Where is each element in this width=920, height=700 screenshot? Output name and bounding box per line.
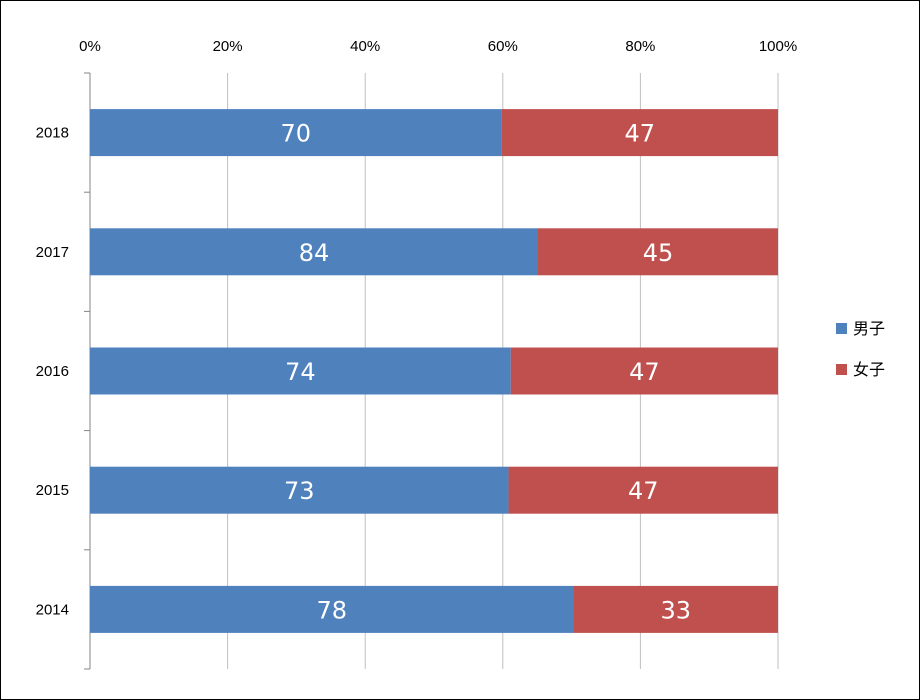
category-label: 2016 xyxy=(36,363,69,380)
data-label: 70 xyxy=(281,120,312,148)
bar-segment xyxy=(508,466,778,514)
data-label: 45 xyxy=(643,239,674,267)
bar-segment xyxy=(90,585,574,633)
x-axis-tick-labels: 0% 20% 40% 60% 80% 100% xyxy=(79,38,797,55)
x-tick-label: 100% xyxy=(759,38,797,55)
data-label: 33 xyxy=(660,596,691,624)
data-label: 47 xyxy=(628,477,659,505)
category-label: 2014 xyxy=(36,601,69,618)
legend-label: 男子 xyxy=(853,319,885,338)
data-label: 47 xyxy=(629,358,660,386)
x-tick-label: 40% xyxy=(350,38,380,55)
x-tick-label: 0% xyxy=(79,38,101,55)
bar-segment xyxy=(90,228,538,276)
data-label: 78 xyxy=(316,596,347,624)
data-labels: 70 47 84 45 74 47 73 47 78 33 xyxy=(281,120,691,625)
data-label: 74 xyxy=(285,358,316,386)
y-axis xyxy=(84,72,91,670)
legend-swatch xyxy=(836,323,847,334)
bar-segment xyxy=(573,585,778,633)
x-tick-label: 20% xyxy=(213,38,243,55)
bars xyxy=(90,109,778,633)
bar-segment xyxy=(90,466,509,514)
category-label: 2018 xyxy=(36,125,69,142)
bar-segment xyxy=(501,109,778,157)
x-tick-label: 60% xyxy=(488,38,518,55)
category-labels: 2018 2017 2016 2015 2014 xyxy=(36,125,69,619)
legend-label: 女子 xyxy=(853,360,885,379)
bar-segment xyxy=(90,109,502,157)
bar-segment xyxy=(538,228,778,276)
data-label: 84 xyxy=(299,239,330,267)
x-tick-label: 80% xyxy=(625,38,655,55)
category-label: 2017 xyxy=(36,244,69,261)
data-label: 47 xyxy=(625,120,656,148)
legend-swatch xyxy=(836,364,847,375)
data-label: 73 xyxy=(284,477,315,505)
bar-segment xyxy=(90,347,511,395)
category-label: 2015 xyxy=(36,482,69,499)
bar-segment xyxy=(510,347,778,395)
